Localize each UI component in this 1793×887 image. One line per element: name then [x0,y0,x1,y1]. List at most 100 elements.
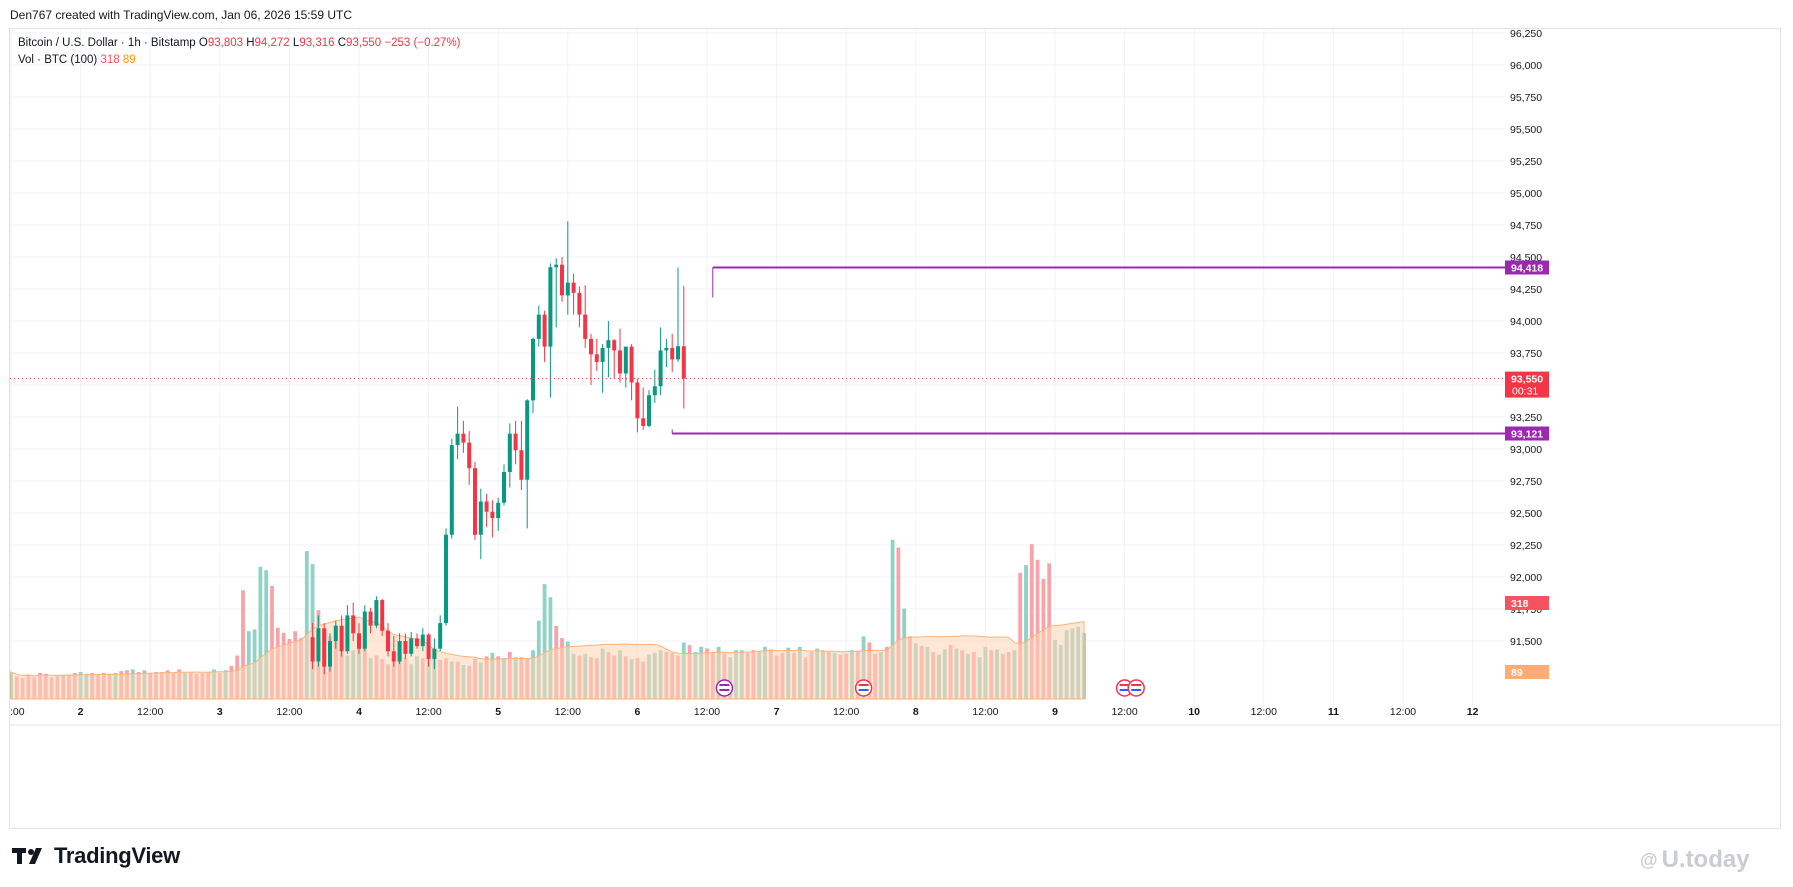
candle-body[interactable] [420,634,425,647]
candle-body[interactable] [577,292,582,315]
candle-body[interactable] [380,600,385,631]
candle-body[interactable] [386,630,390,652]
candle-body[interactable] [316,628,321,662]
candle-body[interactable] [461,433,466,443]
candle-body[interactable] [658,350,663,387]
candle-body[interactable] [432,648,437,659]
candle-body[interactable] [670,347,675,360]
candle-body[interactable] [455,433,460,446]
tradingview-logo-text: TradingView [54,843,180,868]
candle-body[interactable] [664,347,669,351]
candle-body[interactable] [536,314,541,339]
candle-body[interactable] [490,511,495,519]
candle-body[interactable] [618,350,622,374]
chart-frame[interactable]: 91,50091,75092,00092,25092,50092,75093,0… [9,28,1782,830]
candle-body[interactable] [502,472,506,503]
price-axis-tick-label: 91,500 [1510,636,1542,648]
volume-bar [304,551,309,699]
candle-body[interactable] [484,501,489,512]
candle-body[interactable] [374,600,379,626]
lightning-event-icon[interactable] [715,679,734,697]
time-axis-tick-label: 9 [1052,706,1058,718]
time-axis-tick-label: :00 [10,706,25,718]
legend-close-value: 93,550 [346,37,382,49]
candle-body[interactable] [310,637,315,662]
candle-body[interactable] [444,534,448,624]
candle-body[interactable] [519,450,524,480]
volume-ma-badge: 89 [1511,667,1523,679]
candle-body[interactable] [339,625,344,652]
candle-body[interactable] [676,346,680,360]
time-axis-tick-label: 12:00 [1111,706,1137,718]
price-axis-tick-label: 93,250 [1510,412,1542,424]
chart-caption: Den767 created with TradingView.com, Jan… [10,8,352,22]
time-axis-tick-label: 2 [78,706,84,718]
candle-body[interactable] [635,382,640,419]
candle-body[interactable] [357,633,361,649]
candle-body[interactable] [391,651,396,662]
candle-body[interactable] [362,611,367,649]
candle-body[interactable] [513,433,518,451]
candle-body[interactable] [397,641,402,662]
price-axis-tick-label: 94,750 [1510,220,1542,232]
time-axis-tick-label: 5 [495,706,501,718]
candle-body[interactable] [328,641,332,667]
candle-body[interactable] [449,445,454,535]
candle-body[interactable] [681,346,686,379]
resistance-price-badge: 94,418 [1511,262,1543,274]
candle-body[interactable] [612,340,617,351]
candle-body[interactable] [652,386,657,396]
candle-body[interactable] [322,628,327,667]
candle-body[interactable] [600,347,605,362]
candle-body[interactable] [525,400,530,480]
time-axis-tick-label: 12:00 [833,706,859,718]
us-flag-event-icon[interactable] [1127,679,1145,697]
candle-body[interactable] [560,264,564,296]
candle-body[interactable] [594,354,599,362]
price-axis-tick-label: 92,250 [1510,540,1542,552]
candle-body[interactable] [507,433,512,473]
candle-body[interactable] [531,338,535,401]
candle-body[interactable] [467,442,472,469]
candle-body[interactable] [542,314,547,347]
candle-body[interactable] [473,468,477,535]
candle-body[interactable] [409,638,414,654]
candle-body[interactable] [333,625,338,641]
candle-body[interactable] [351,615,356,634]
legend-volume-label[interactable]: Vol · BTC (100) [18,54,98,66]
candle-body[interactable] [589,338,593,355]
support-price-badge-bg [1505,426,1549,441]
legend-symbol[interactable]: Bitcoin / U.S. Dollar · 1h · Bitstamp [18,37,196,49]
tradingview-logo[interactable]: TradingView [12,843,180,869]
candle-body[interactable] [571,282,576,293]
candle-body[interactable] [647,395,651,426]
time-axis-tick-label: 12:00 [276,706,302,718]
candle-body[interactable] [438,623,443,649]
price-chart[interactable]: 91,50091,75092,00092,25092,50092,75093,0… [10,29,1782,830]
candle-body[interactable] [345,615,350,652]
candle-body[interactable] [641,418,646,426]
candle-body[interactable] [415,638,419,647]
us-flag-event-icon[interactable] [854,679,873,697]
time-axis-tick-label: 10 [1188,706,1200,718]
candle-body[interactable] [548,267,553,347]
support-price-badge: 93,121 [1511,429,1543,441]
candle-body[interactable] [496,502,501,519]
legend-close-label: C [337,37,347,49]
candle-body[interactable] [629,346,634,383]
candle-body[interactable] [554,264,559,268]
candle-body[interactable] [583,314,588,339]
candle-body[interactable] [565,282,570,296]
volume-bar [1035,559,1040,699]
candle-body[interactable] [426,634,431,659]
candle-body[interactable] [368,611,373,626]
candle-body[interactable] [606,340,611,348]
tradingview-logo-icon [12,848,42,864]
legend-open-value: 93,803 [207,37,244,49]
volume-bar [542,584,547,699]
candle-body[interactable] [623,346,628,374]
time-axis-tick-label: 4 [356,706,362,718]
candle-body[interactable] [478,501,483,535]
legend-change: −253 (−0.27%) [384,37,461,49]
candle-body[interactable] [403,641,408,654]
